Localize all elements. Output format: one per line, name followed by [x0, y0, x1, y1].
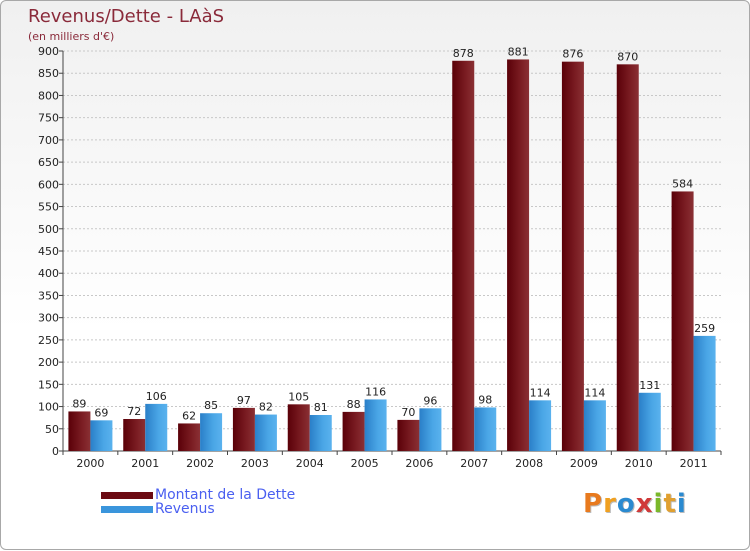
data-label-dette: 881 — [508, 45, 529, 58]
y-tick-label: 600 — [38, 178, 59, 191]
data-label-dette: 878 — [453, 47, 474, 60]
data-label-dette: 870 — [617, 50, 638, 63]
y-tick-label: 800 — [38, 89, 59, 102]
logo-letter: i — [653, 489, 664, 519]
x-tick-label: 2003 — [241, 457, 269, 470]
data-label-revenus: 96 — [423, 394, 437, 407]
legend-swatch-revenus — [101, 506, 153, 513]
data-label-dette: 97 — [237, 394, 251, 407]
y-tick-label: 300 — [38, 312, 59, 325]
bar-dette — [671, 191, 694, 451]
legend-label-revenus: Revenus — [155, 501, 215, 517]
y-tick-label: 750 — [38, 112, 59, 125]
data-label-revenus: 69 — [94, 406, 108, 419]
data-label-dette: 105 — [288, 390, 309, 403]
logo-letter: t — [663, 489, 677, 519]
bar-dette — [616, 64, 639, 452]
bar-dette — [561, 61, 584, 452]
legend-swatch-dette — [101, 492, 153, 499]
bar-revenus — [364, 399, 387, 451]
x-tick-label: 2009 — [570, 457, 598, 470]
x-tick-label: 2001 — [131, 457, 159, 470]
legend-label-dette: Montant de la Dette — [155, 487, 296, 503]
bar-dette — [68, 411, 91, 451]
data-label-dette: 89 — [72, 397, 86, 410]
logo-letter: x — [635, 489, 654, 519]
y-tick-label: 150 — [38, 378, 59, 391]
data-label-dette: 88 — [347, 398, 361, 411]
data-label-dette: 70 — [401, 406, 415, 419]
data-label-revenus: 81 — [314, 401, 328, 414]
bar-revenus — [474, 407, 497, 451]
x-tick-label: 2007 — [460, 457, 488, 470]
data-label-dette: 876 — [562, 48, 583, 61]
data-labels: 89 69 72 106 62 85 97 82 105 81 88 116 70 96 878 98 881 1… — [72, 45, 715, 422]
axes: 0 50 100 150 200 250 300 350 400 450 500 550 600 650 7… — [38, 45, 722, 470]
data-label-revenus: 82 — [259, 401, 273, 414]
y-tick-label: 700 — [38, 134, 59, 147]
data-label-dette: 62 — [182, 409, 196, 422]
proxiti-logo: Proxiti — [583, 489, 687, 519]
data-label-dette: 72 — [127, 405, 141, 418]
chart-subtitle: (en milliers d'€) — [28, 30, 115, 43]
y-tick-label: 500 — [38, 223, 59, 236]
bar-revenus — [145, 403, 168, 451]
bars — [68, 59, 716, 452]
bar-revenus — [419, 408, 442, 451]
bar-revenus — [254, 414, 277, 451]
y-tick-label: 400 — [38, 267, 59, 280]
y-tick-label: 650 — [38, 156, 59, 169]
x-tick-label: 2011 — [680, 457, 708, 470]
logo-letter: r — [603, 489, 617, 519]
y-tick-label: 250 — [38, 334, 59, 347]
data-label-dette: 584 — [672, 177, 693, 190]
bar-revenus — [309, 415, 332, 451]
bar-dette — [452, 60, 475, 452]
data-label-revenus: 131 — [639, 379, 660, 392]
x-tick-label: 2000 — [76, 457, 104, 470]
y-tick-label: 550 — [38, 201, 59, 214]
bar-revenus — [90, 420, 113, 451]
bar-dette — [123, 419, 146, 451]
y-tick-label: 900 — [38, 45, 59, 58]
x-tick-label: 2004 — [296, 457, 324, 470]
bar-revenus — [583, 400, 606, 451]
data-label-revenus: 259 — [694, 322, 715, 335]
data-label-revenus: 106 — [146, 390, 167, 403]
y-tick-label: 200 — [38, 356, 59, 369]
bar-dette — [178, 423, 201, 451]
x-tick-label: 2005 — [351, 457, 379, 470]
bar-revenus — [638, 392, 661, 451]
x-tick-label: 2002 — [186, 457, 214, 470]
y-tick-label: 350 — [38, 289, 59, 302]
x-tick-label: 2006 — [405, 457, 433, 470]
y-tick-label: 50 — [45, 423, 59, 436]
chart-title: Revenus/Dette - LAàS — [28, 6, 225, 27]
bar-revenus — [693, 335, 716, 451]
data-label-revenus: 98 — [478, 393, 492, 406]
y-tick-label: 0 — [52, 445, 59, 458]
bar-revenus — [529, 400, 552, 451]
data-label-revenus: 85 — [204, 399, 218, 412]
logo-letter: P — [583, 489, 604, 519]
data-label-revenus: 116 — [365, 385, 386, 398]
bar-dette — [342, 411, 365, 451]
x-tick-label: 2008 — [515, 457, 543, 470]
logo-letter: o — [616, 489, 636, 519]
bar-dette — [287, 404, 310, 451]
y-tick-label: 850 — [38, 67, 59, 80]
bar-dette — [397, 419, 420, 451]
y-tick-label: 100 — [38, 401, 59, 414]
x-tick-label: 2010 — [625, 457, 653, 470]
bar-dette — [232, 407, 255, 451]
bar-dette — [507, 59, 530, 451]
bar-revenus — [200, 413, 223, 451]
logo-letter: i — [676, 489, 687, 519]
grid-lines — [63, 50, 721, 452]
y-tick-label: 450 — [38, 245, 59, 258]
data-label-revenus: 114 — [584, 386, 605, 399]
data-label-revenus: 114 — [530, 386, 551, 399]
